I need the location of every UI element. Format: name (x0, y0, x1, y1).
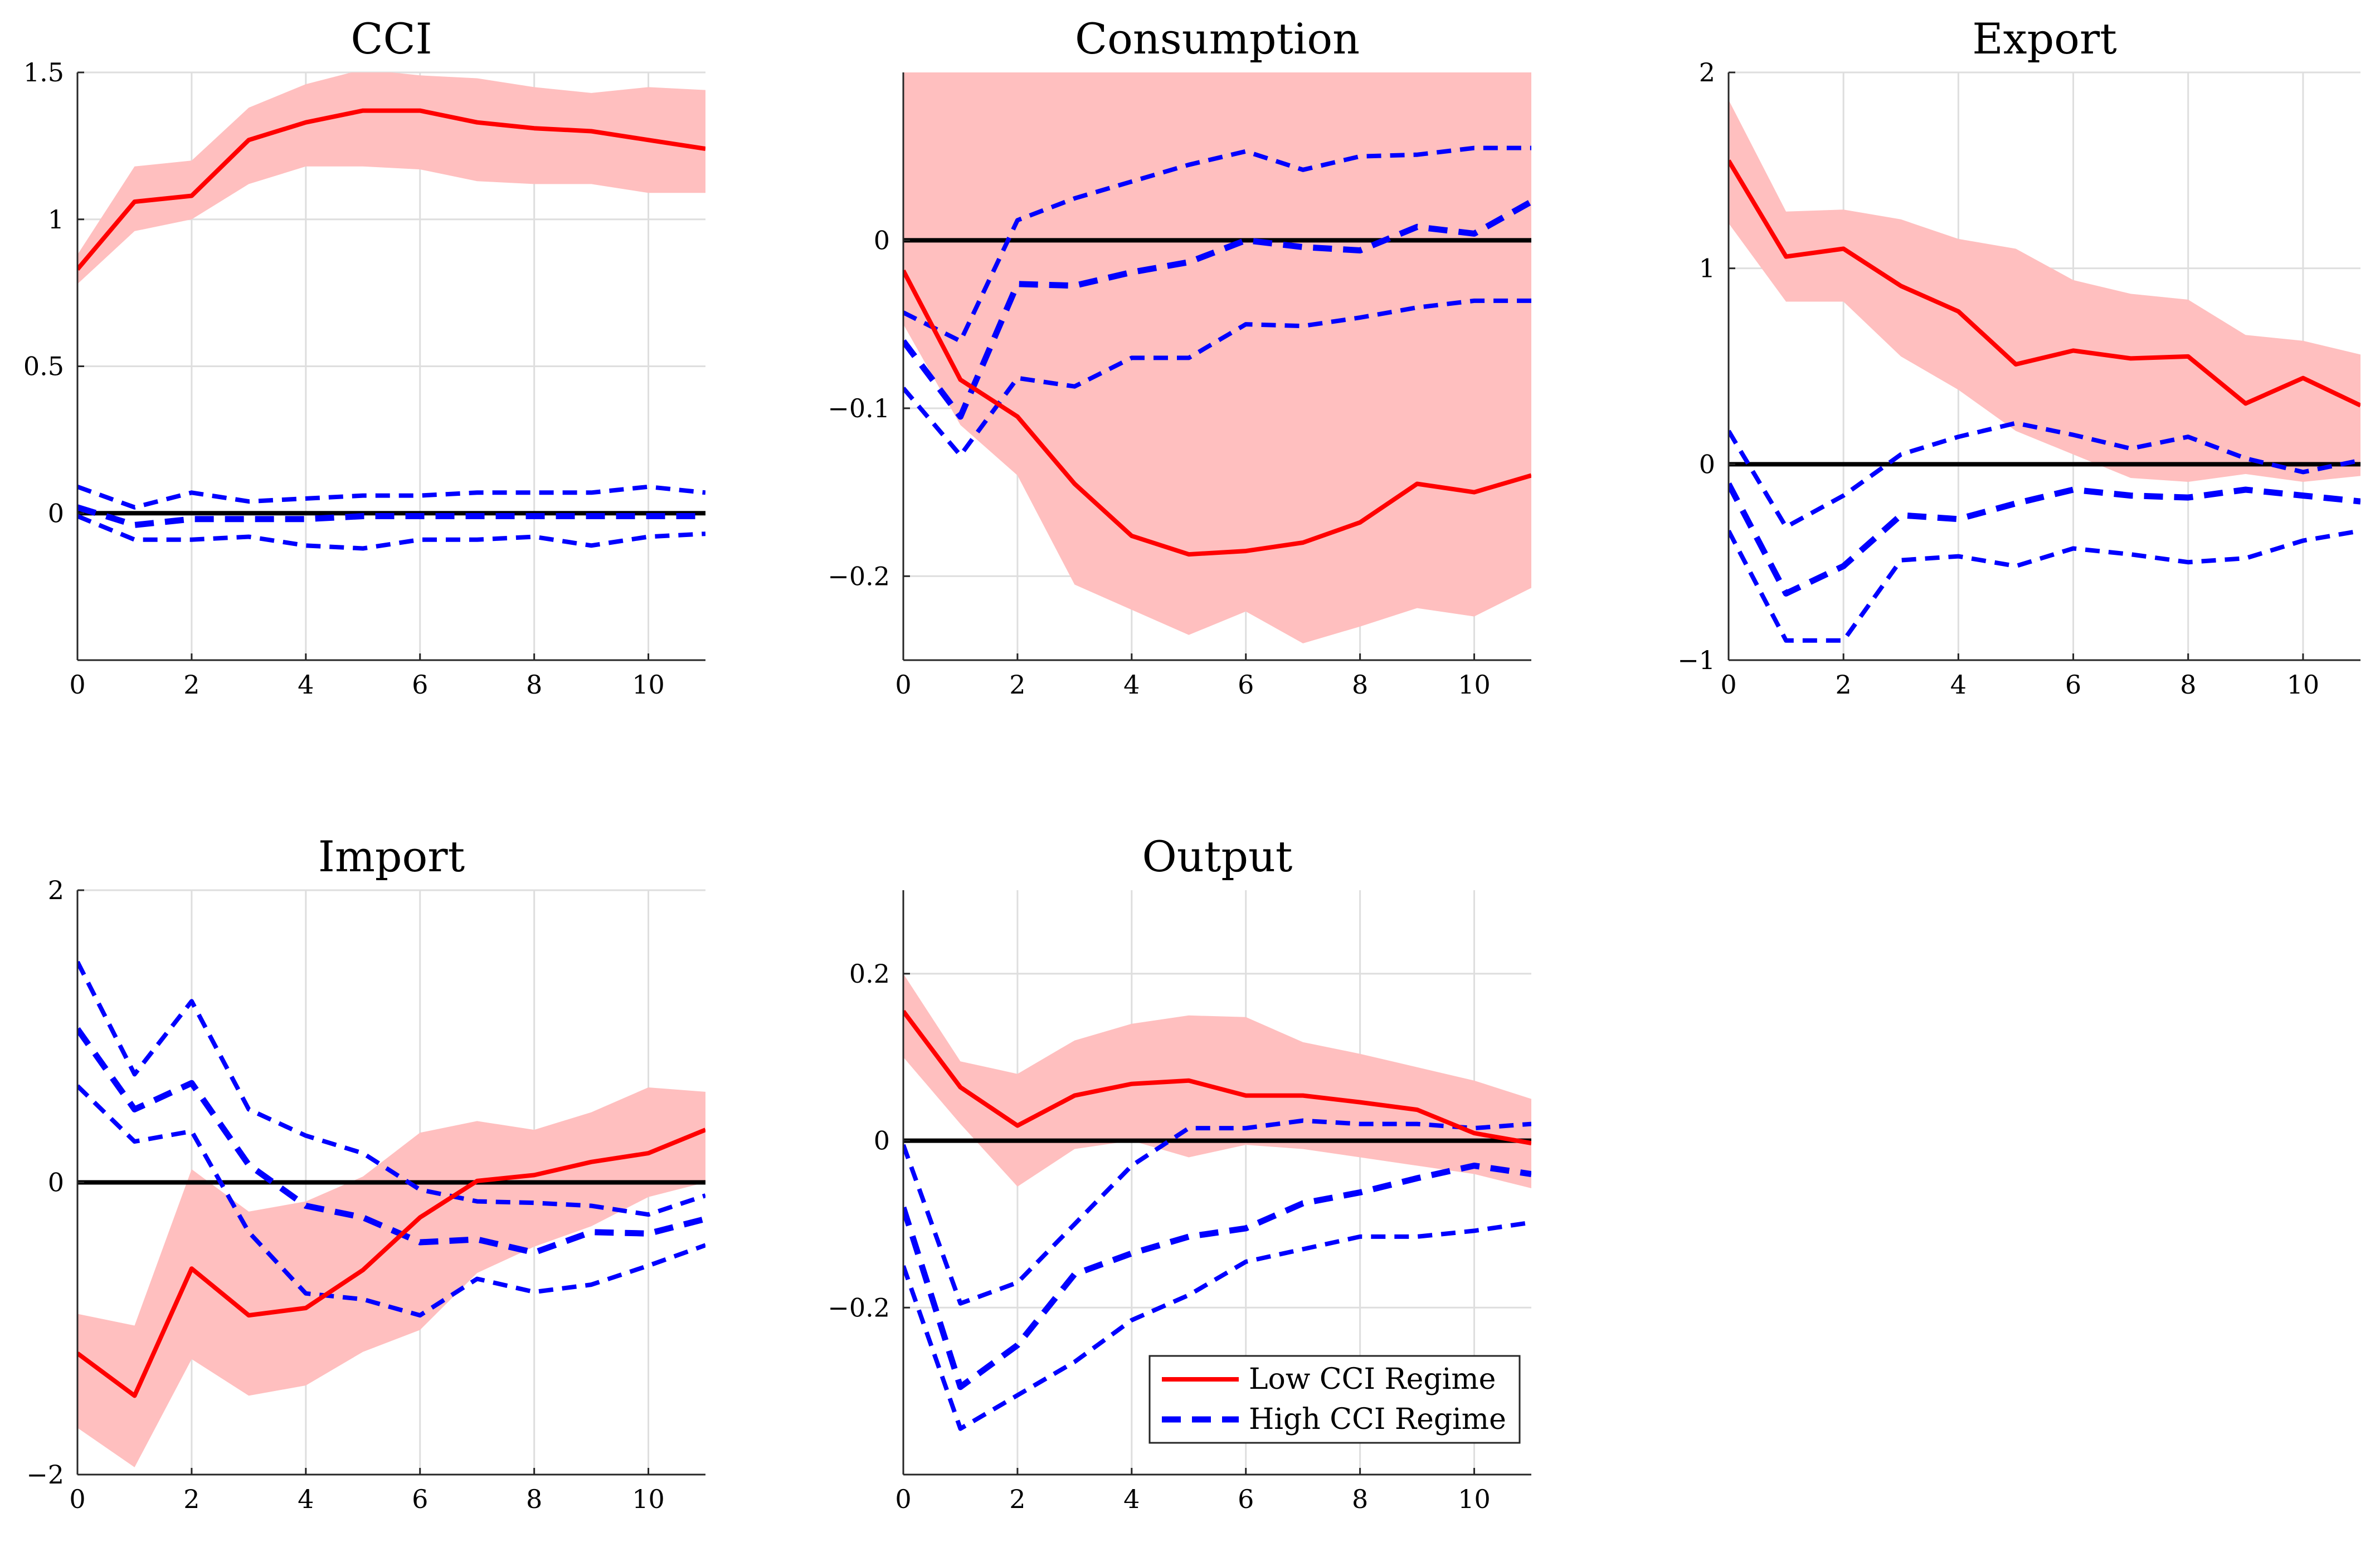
high-cci-median-line (903, 1163, 1531, 1390)
x-tick-label: 8 (526, 670, 542, 700)
chart-panel-2: 0 2 4 6 8 10 −0.2 −0.1 0 Consumption (828, 14, 1531, 700)
x-tick-label: 2 (1009, 670, 1025, 700)
y-tick-label: 0.2 (849, 959, 890, 989)
y-tick-label: 2 (48, 875, 64, 905)
y-tick-label: −0.1 (828, 393, 890, 423)
x-tick-label: 4 (298, 670, 314, 700)
x-tick-label: 10 (1458, 670, 1491, 700)
confidence-band-low-cci (77, 72, 705, 284)
x-tick-label: 4 (1950, 670, 1967, 700)
panel-title: Export (1972, 14, 2117, 64)
x-tick-label: 0 (1720, 670, 1736, 700)
x-tick-label: 2 (1009, 1484, 1025, 1514)
x-tick-label: 8 (1352, 1484, 1368, 1514)
x-tick-label: 6 (1238, 1484, 1254, 1514)
high-cci-upper-bound-line (903, 1118, 1531, 1306)
x-tick-label: 0 (895, 670, 911, 700)
x-tick-label: 2 (183, 1484, 199, 1514)
legend-label: High CCI Regime (1249, 1403, 1506, 1436)
x-tick-label: 8 (1352, 670, 1368, 700)
y-tick-label: 1.5 (23, 57, 64, 87)
y-tick-label: 0 (48, 1168, 64, 1198)
low-cci-median-line (77, 1128, 705, 1398)
x-tick-label: 10 (632, 670, 665, 700)
high-cci-upper-bound-line (1729, 421, 2360, 529)
x-tick-label: 6 (1238, 670, 1254, 700)
y-tick-label: 0 (1699, 449, 1715, 479)
low-cci-median-line (903, 269, 1531, 557)
x-tick-label: 2 (1836, 670, 1852, 700)
chart-panel-5: 0 2 4 6 8 10 −0.2 0 0.2 Output Low CCI Regime High … (828, 832, 1531, 1514)
y-tick-label: −2 (26, 1460, 64, 1490)
y-tick-label: 0 (48, 498, 64, 528)
x-tick-label: 6 (412, 670, 428, 700)
high-cci-median-line (77, 1027, 705, 1256)
y-tick-label: −1 (1677, 645, 1715, 675)
high-cci-median-line (903, 199, 1531, 420)
x-tick-label: 8 (2180, 670, 2196, 700)
y-tick-label: 1 (48, 204, 64, 235)
x-tick-label: 10 (2287, 670, 2320, 700)
x-tick-label: 6 (2065, 670, 2081, 700)
high-cci-lower-bound-line (1729, 528, 2360, 643)
x-tick-label: 8 (526, 1484, 542, 1514)
panel-title: Output (1142, 832, 1293, 881)
y-tick-label: 0.5 (23, 352, 64, 382)
high-cci-lower-bound-line (903, 298, 1531, 458)
panel-data-layer (77, 960, 705, 1467)
x-tick-label: 0 (69, 670, 85, 700)
low-cci-median-line (1729, 159, 2360, 408)
high-cci-median-line (1729, 482, 2360, 597)
x-tick-label: 10 (1458, 1484, 1491, 1514)
confidence-band-low-cci (1729, 100, 2360, 482)
low-cci-median-line (903, 1009, 1531, 1146)
legend-box (1148, 1355, 1521, 1444)
x-tick-label: 0 (895, 1484, 911, 1514)
high-cci-lower-bound-line (903, 1220, 1531, 1431)
high-cci-upper-bound-line (903, 145, 1531, 344)
confidence-band-low-cci (903, 973, 1531, 1188)
legend: Low CCI Regime High CCI Regime (1148, 1355, 1521, 1444)
panel-title: Consumption (1075, 14, 1360, 64)
high-cci-upper-bound-line (77, 960, 705, 1217)
y-tick-label: 1 (1699, 253, 1715, 284)
panel-title: CCI (351, 14, 432, 64)
x-tick-label: 4 (1123, 1484, 1140, 1514)
x-tick-label: 0 (69, 1484, 85, 1514)
high-cci-median-line (77, 504, 705, 528)
panel-data-layer (1729, 100, 2360, 643)
y-tick-label: 0 (874, 225, 890, 255)
panel-data-layer (77, 72, 705, 551)
confidence-band-low-cci (903, 72, 1531, 643)
y-tick-label: −0.2 (828, 1292, 890, 1322)
x-tick-label: 4 (298, 1484, 314, 1514)
x-tick-label: 2 (183, 670, 199, 700)
high-cci-upper-bound-line (77, 484, 705, 510)
y-tick-label: 2 (1699, 57, 1715, 87)
low-cci-median-line (77, 108, 705, 271)
x-tick-label: 4 (1123, 670, 1140, 700)
panel-title: Import (318, 832, 465, 881)
x-tick-label: 10 (632, 1484, 665, 1514)
y-tick-label: −0.2 (828, 561, 890, 591)
panel-data-layer (903, 72, 1531, 643)
legend-label: Low CCI Regime (1249, 1363, 1496, 1396)
high-cci-lower-bound-line (77, 1084, 705, 1318)
chart-panel-1: 0 2 4 6 8 10 0 0.5 1 1.5 CCI (23, 14, 705, 700)
x-tick-label: 6 (412, 1484, 428, 1514)
panel-data-layer (903, 973, 1531, 1431)
y-tick-label: 0 (874, 1126, 890, 1156)
